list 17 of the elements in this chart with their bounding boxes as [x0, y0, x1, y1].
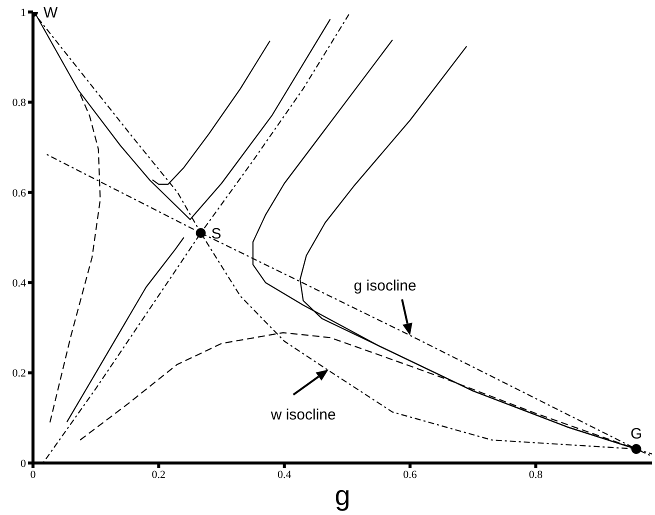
x-tick-label: 0.2 [152, 468, 166, 481]
annotation: g isocline [354, 277, 416, 294]
y-tick-label: 0.4 [12, 278, 26, 290]
x-tick-label: 0.4 [277, 468, 292, 481]
y-tick-label: 1 [20, 6, 26, 19]
x-axis-title: g [334, 480, 350, 511]
y-tick-label: 0 [20, 458, 26, 470]
x-tick-label: 0.6 [403, 468, 418, 481]
series-label: G [630, 426, 642, 443]
annotation: w isocline [270, 406, 336, 424]
series-label: S [211, 225, 222, 242]
x-tick-label: 0 [30, 468, 36, 481]
x-tick-label: 0.8 [528, 468, 544, 481]
series-label: W [44, 4, 59, 22]
y-tick-label: 0.6 [12, 187, 26, 200]
y-tick-label: 0.8 [12, 97, 26, 110]
y-tick-label: 0.2 [12, 368, 26, 380]
